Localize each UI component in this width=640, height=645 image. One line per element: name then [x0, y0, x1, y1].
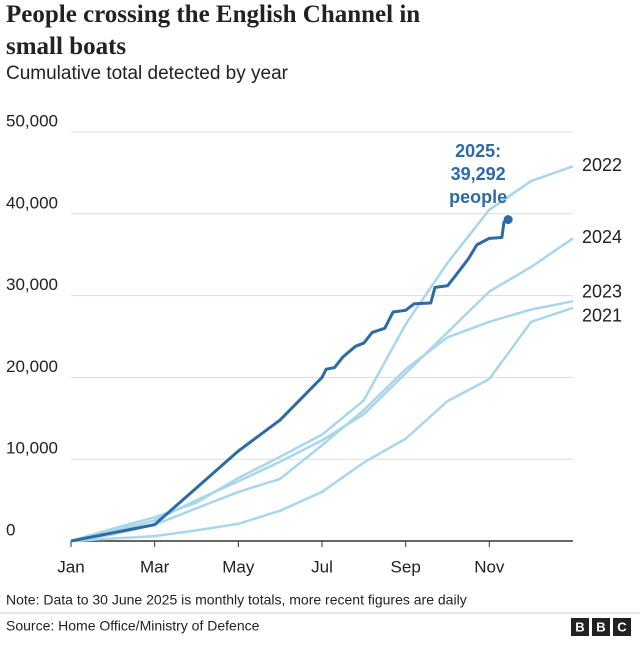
- x-tick-label: Nov: [474, 557, 505, 576]
- annotation: 39,292: [451, 164, 506, 184]
- end-point: [503, 215, 513, 225]
- x-tick-label: Mar: [140, 557, 170, 576]
- x-tick-label: May: [222, 557, 255, 576]
- y-tick-label: 30,000: [6, 275, 58, 294]
- series-label: 2022: [582, 155, 622, 175]
- x-tick-label: Jan: [57, 557, 84, 576]
- series-label: 2024: [582, 227, 622, 247]
- line: [70, 218, 509, 543]
- x-tick-label: Jul: [311, 557, 333, 576]
- logo-box: [592, 618, 610, 636]
- chart-title: People crossing the English Channel in sm…: [6, 1, 420, 60]
- note: Note: Data to 30 June 2025 is monthly to…: [6, 592, 467, 608]
- logo-box: [571, 618, 589, 636]
- logo-letter: B: [596, 619, 605, 634]
- y-tick-label: 10,000: [6, 439, 58, 458]
- logo: B B C: [571, 618, 631, 636]
- series-label: 2021: [582, 305, 622, 325]
- logo-letter: C: [617, 619, 627, 634]
- y-tick-label: 20,000: [6, 357, 58, 376]
- line: [70, 300, 574, 543]
- chart-subtitle: Cumulative total detected by year: [6, 63, 289, 84]
- y-tick-label: 40,000: [6, 193, 58, 212]
- line: [70, 306, 574, 543]
- logo-box: [613, 618, 631, 636]
- line: [70, 165, 574, 543]
- x-tick-label: Sep: [391, 557, 421, 576]
- y-tick-label: 50,000: [6, 111, 58, 130]
- line: [70, 237, 574, 543]
- annotation: people: [449, 187, 507, 207]
- source: Source: Home Office/Ministry of Defence: [6, 618, 260, 634]
- series-label: 2023: [582, 281, 622, 301]
- logo-letter: B: [575, 619, 584, 634]
- y-tick-label: 0: [6, 520, 15, 539]
- annotation: 2025:: [455, 141, 501, 161]
